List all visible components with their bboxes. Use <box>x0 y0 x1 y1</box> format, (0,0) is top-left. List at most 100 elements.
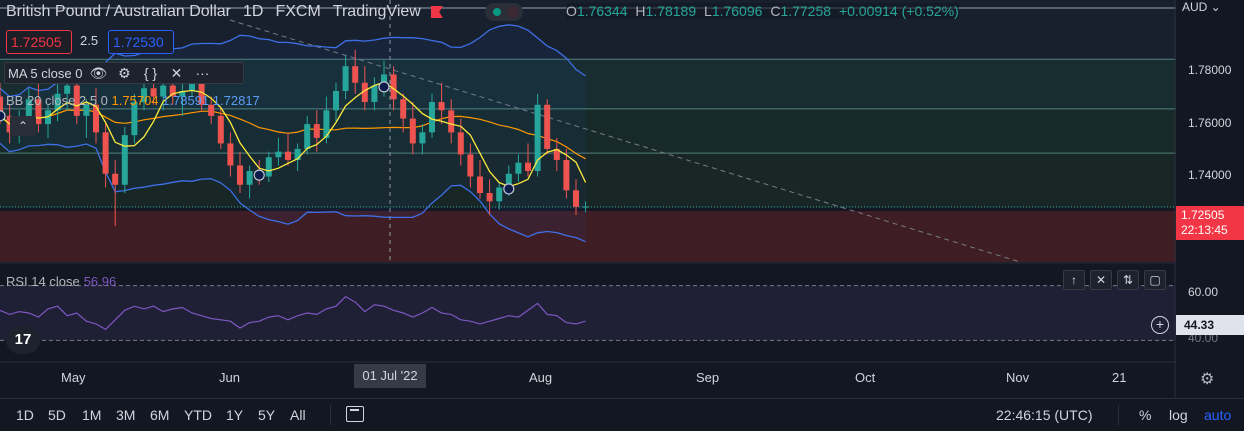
candle-body <box>73 85 80 116</box>
bb-lower-value: 1.72817 <box>212 93 260 108</box>
high-value: 1.78189 <box>645 3 697 19</box>
candle-body <box>160 85 167 97</box>
price-axis-label: 1.76000 <box>1188 116 1232 130</box>
flag-icon[interactable] <box>430 6 443 18</box>
trend-line <box>229 19 1021 263</box>
rsi-indicator-legend[interactable]: RSI 14 close 56.96 <box>6 274 116 289</box>
toolbar-divider <box>330 405 331 425</box>
candle-body <box>333 91 339 111</box>
candle-body <box>169 85 176 97</box>
time-axis-label: Sep <box>696 370 720 385</box>
candle-body <box>496 187 503 202</box>
timeframe-3m-button[interactable]: 3M <box>116 407 136 423</box>
pane-controls: ↑ ✕ ⇅ ▢ <box>1063 270 1166 290</box>
timeframe-6m-button[interactable]: 6M <box>150 407 170 423</box>
tradingview-logo[interactable]: 17 <box>6 326 40 354</box>
timeframe-1d-button[interactable]: 1D <box>16 407 34 423</box>
bb-lower-line <box>0 142 586 243</box>
price-axis-label: 1.78000 <box>1188 63 1232 77</box>
collapse-legend-icon[interactable]: ⌃ <box>10 116 36 136</box>
toolbar-divider <box>1118 405 1119 425</box>
candle-body <box>0 96 3 116</box>
candle-body <box>179 91 186 97</box>
candle-body <box>534 104 541 171</box>
candle-body <box>294 148 301 160</box>
signal-marker-icon <box>0 110 6 122</box>
candle-body <box>390 74 397 100</box>
candle-body <box>285 151 291 160</box>
interval-label: 1D <box>243 3 264 20</box>
timeframe-ytd-button[interactable]: YTD <box>184 407 212 423</box>
close-icon[interactable]: ✕ <box>1090 270 1112 290</box>
candle-body <box>64 85 71 94</box>
timeframe-5d-button[interactable]: 5D <box>48 407 66 423</box>
gear-icon[interactable]: ⚙ <box>1200 371 1215 388</box>
candle-body <box>419 132 426 144</box>
candle-body <box>486 193 493 202</box>
candle-body <box>54 93 61 111</box>
candle-body <box>342 66 349 92</box>
candle-body <box>112 173 119 185</box>
rsi-crosshair-label: 44.33 <box>1176 315 1244 335</box>
braces-icon[interactable]: { } <box>143 65 158 81</box>
gear-icon[interactable]: ⚙ <box>118 64 131 81</box>
low-value: 1.76096 <box>711 3 763 19</box>
log-scale-button[interactable]: log <box>1169 407 1188 423</box>
bar-countdown: 22:13:45 <box>1181 223 1228 237</box>
time-axis-label: Jun <box>219 370 240 385</box>
rsi-label: RSI 14 close <box>6 274 80 289</box>
spread-value: 2.5 <box>80 33 99 48</box>
ma-line <box>0 81 587 188</box>
change-value: +0.00914 (+0.52%) <box>838 3 959 19</box>
candle-body <box>505 173 512 188</box>
percent-scale-button[interactable]: % <box>1139 407 1152 423</box>
close-value: 1.77258 <box>780 3 832 19</box>
candle-body <box>227 143 234 166</box>
time-axis-label: 21 <box>1112 370 1127 385</box>
broker-label: FXCM <box>275 3 321 20</box>
candle-body <box>361 82 368 103</box>
candle-body <box>141 88 147 103</box>
current-price-label: 1.72505 22:13:45 <box>1176 206 1244 240</box>
arrow-up-icon[interactable]: ↑ <box>1063 270 1085 290</box>
candle-body <box>208 104 215 116</box>
candle-body <box>131 102 138 136</box>
candle-body <box>102 132 109 174</box>
timeframe-all-button[interactable]: All <box>290 407 306 423</box>
candle-body <box>525 162 531 171</box>
timeframe-5y-button[interactable]: 5Y <box>258 407 276 423</box>
eye-icon[interactable]: 👁 <box>89 64 108 81</box>
candle-body <box>313 124 320 138</box>
candle-body <box>563 159 570 191</box>
candle-body <box>438 102 445 111</box>
bottom-toolbar: 1D 5D 1M 3M 6M YTD 1Y 5Y All 22:46:15 (U… <box>0 398 1244 431</box>
chart-canvas[interactable] <box>0 0 1176 398</box>
candle-body <box>246 170 253 185</box>
maximize-icon[interactable]: ▢ <box>1144 270 1166 290</box>
candle-body <box>121 135 128 185</box>
open-value: 1.76344 <box>576 3 628 19</box>
ohlc-values: O1.76344 H1.78189 L1.76096 C1.77258 +0.0… <box>566 3 959 19</box>
candle-body <box>150 88 157 97</box>
collapse-icon[interactable]: ⇅ <box>1117 270 1139 290</box>
currency-selector[interactable]: AUD ⌄ <box>1182 0 1221 14</box>
bb-indicator-legend[interactable]: BB 20 close 2.5 0 1.75704 1.78591 1.7281… <box>6 93 260 108</box>
plus-icon[interactable]: + <box>1151 316 1169 334</box>
ma-indicator-legend[interactable]: MA 5 close 0 👁 ⚙ { } ✕ ··· <box>4 62 244 84</box>
more-icon[interactable]: ··· <box>195 65 210 81</box>
utc-clock[interactable]: 22:46:15 (UTC) <box>996 407 1093 423</box>
calendar-icon[interactable] <box>346 406 364 422</box>
buy-button[interactable]: 1.72530 <box>108 30 174 54</box>
candle-body <box>83 104 90 116</box>
symbol-title[interactable]: British Pound / Australian Dollar <box>6 3 231 20</box>
auto-scale-button[interactable]: auto <box>1204 407 1232 423</box>
close-icon[interactable]: ✕ <box>170 64 183 81</box>
candle-body <box>400 99 407 119</box>
market-status-icon[interactable] <box>484 3 523 21</box>
symbol-legend: British Pound / Australian Dollar 1D FXC… <box>6 2 523 22</box>
candle-body <box>189 82 195 92</box>
timeframe-1y-button[interactable]: 1Y <box>226 407 244 423</box>
sell-button[interactable]: 1.72505 <box>6 30 72 54</box>
timeframe-1m-button[interactable]: 1M <box>82 407 102 423</box>
